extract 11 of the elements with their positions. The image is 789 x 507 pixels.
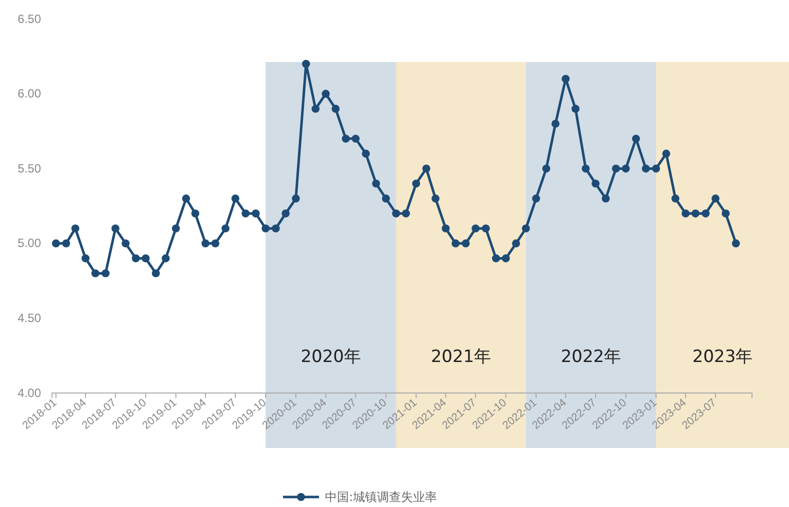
legend-label: 中国:城镇调查失业率 xyxy=(325,490,438,504)
y-tick-label: 4.00 xyxy=(18,386,42,400)
band-label: 2022年 xyxy=(560,347,622,367)
y-tick-label: 5.00 xyxy=(18,236,42,250)
band-label: 2021年 xyxy=(430,347,492,367)
y-tick-label: 6.00 xyxy=(18,86,42,101)
band-label: 2023年 xyxy=(692,347,753,367)
y-tick-label: 5.50 xyxy=(18,161,42,176)
band-label: 2020年 xyxy=(300,347,361,367)
y-tick-label: 6.50 xyxy=(18,12,42,26)
y-tick-label: 4.50 xyxy=(18,311,42,326)
